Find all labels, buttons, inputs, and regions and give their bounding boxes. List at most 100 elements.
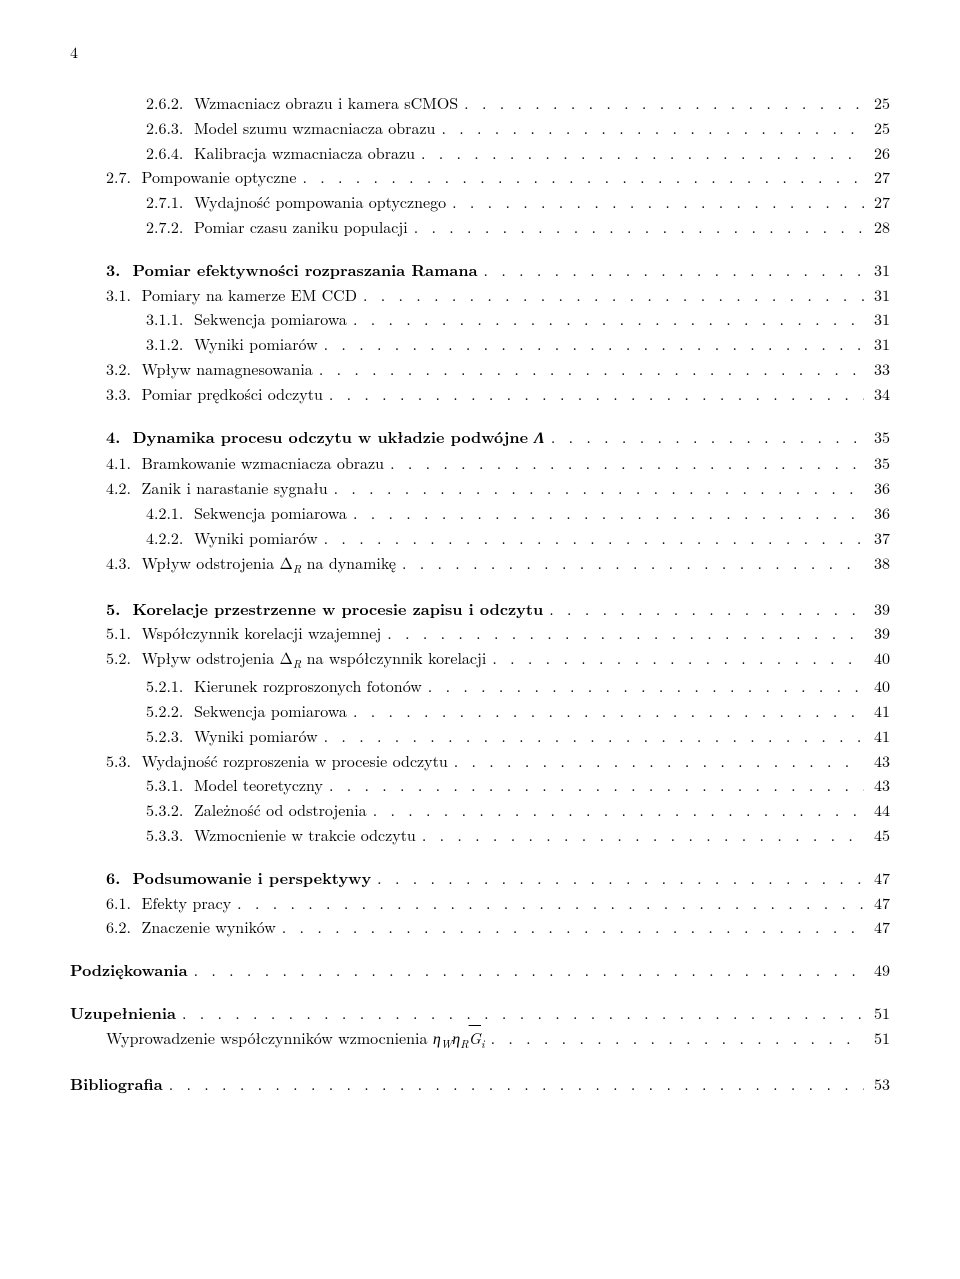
toc-entry-label: 3.1. Pomiary na kamerze EM CCD <box>106 283 357 308</box>
toc-block: 4. Dynamika procesu odczytu w układzie p… <box>70 425 890 579</box>
table-of-contents: 2.6.2. Wzmacniacz obrazu i kamera sCMOS2… <box>70 91 890 1097</box>
toc-entry-page: 47 <box>864 866 890 891</box>
toc-entry-label: 2.6.2. Wzmacniacz obrazu i kamera sCMOS <box>146 91 458 116</box>
toc-leader-dots <box>545 425 864 450</box>
toc-row: 2.6.4. Kalibracja wzmacniacza obrazu 26 <box>70 141 890 166</box>
toc-entry-page: 51 <box>864 1026 890 1051</box>
toc-entry-label: 5.2.2. Sekwencja pomiarowa <box>146 699 347 724</box>
toc-entry-page: 25 <box>864 116 890 141</box>
toc-leader-dots <box>357 283 864 308</box>
toc-row: 5.3.3. Wzmocnienie w trakcie odczytu 45 <box>70 823 890 848</box>
toc-row: Bibliografia 53 <box>70 1072 890 1097</box>
toc-row: 5.1. Współczynnik korelacji wzajemnej39 <box>70 621 890 646</box>
toc-entry-label: 5.3.3. Wzmocnienie w trakcie odczytu <box>146 823 416 848</box>
toc-entry-page: 31 <box>864 258 890 283</box>
toc-leader-dots <box>371 866 864 891</box>
toc-leader-dots <box>231 891 864 916</box>
toc-entry-label: 3.1.1. Sekwencja pomiarowa <box>146 307 347 332</box>
toc-leader-dots <box>458 91 864 116</box>
toc-entry-page: 25 <box>864 91 890 116</box>
toc-entry-page: 45 <box>864 823 890 848</box>
toc-leader-dots <box>347 307 864 332</box>
toc-entry-label: 5.2.1. Kierunek rozproszonych fotonów <box>146 674 422 699</box>
toc-row: 3. Pomiar efektywności rozpraszania Rama… <box>70 258 890 283</box>
toc-row: 5.2.2. Sekwencja pomiarowa41 <box>70 699 890 724</box>
toc-row: 3.2. Wpływ namagnesowania33 <box>70 357 890 382</box>
toc-leader-dots <box>396 551 864 576</box>
toc-leader-dots <box>318 526 864 551</box>
toc-entry-label: Wyprowadzenie współczynników wzmocnienia… <box>106 1026 485 1054</box>
toc-block: Bibliografia 53 <box>70 1072 890 1097</box>
toc-entry-label: 4.1. Bramkowanie wzmacniacza obrazu <box>106 451 384 476</box>
toc-leader-dots <box>478 258 864 283</box>
toc-leader-dots <box>446 190 864 215</box>
toc-row: 5.2. Wpływ odstrojenia ΔR na współczynni… <box>70 646 890 674</box>
toc-row: 6.2. Znaczenie wyników 47 <box>70 915 890 940</box>
toc-entry-page: 31 <box>864 283 890 308</box>
toc-entry-page: 34 <box>864 382 890 407</box>
toc-block: 6. Podsumowanie i perspektywy476.1. Efek… <box>70 866 890 940</box>
toc-entry-label: 3. Pomiar efektywności rozpraszania Rama… <box>106 258 478 283</box>
toc-entry-label: 4.2.1. Sekwencja pomiarowa <box>146 501 347 526</box>
toc-entry-page: 31 <box>864 332 890 357</box>
toc-entry-page: 40 <box>864 674 890 699</box>
toc-entry-page: 53 <box>864 1072 890 1097</box>
toc-leader-dots <box>318 332 864 357</box>
toc-block: 2.6.2. Wzmacniacz obrazu i kamera sCMOS2… <box>70 91 890 240</box>
toc-entry-page: 38 <box>864 551 890 576</box>
toc-entry-label: 6.1. Efekty pracy <box>106 891 231 916</box>
toc-row: 5.2.3. Wyniki pomiarów41 <box>70 724 890 749</box>
toc-leader-dots <box>188 958 864 983</box>
toc-entry-label: 2.6.3. Model szumu wzmacniacza obrazu <box>146 116 435 141</box>
toc-entry-page: 27 <box>864 165 890 190</box>
toc-leader-dots <box>384 451 864 476</box>
toc-leader-dots <box>448 749 864 774</box>
toc-row: 6.1. Efekty pracy47 <box>70 891 890 916</box>
toc-entry-label: 5.3.1. Model teoretyczny <box>146 773 323 798</box>
toc-entry-page: 35 <box>864 451 890 476</box>
toc-leader-dots <box>318 724 864 749</box>
toc-leader-dots <box>485 1026 864 1051</box>
toc-entry-page: 43 <box>864 773 890 798</box>
toc-row: 4.2. Zanik i narastanie sygnału36 <box>70 476 890 501</box>
toc-entry-page: 35 <box>864 425 890 450</box>
toc-row: 5.3.1. Model teoretyczny 43 <box>70 773 890 798</box>
toc-entry-label: 2.7.1. Wydajność pompowania optycznego <box>146 190 446 215</box>
toc-entry-label: 6.2. Znaczenie wyników <box>106 915 276 940</box>
toc-entry-label: Uzupełnienia <box>70 1001 176 1026</box>
toc-entry-page: 27 <box>864 190 890 215</box>
toc-entry-label: 5.3. Wydajność rozproszenia w procesie o… <box>106 749 448 774</box>
toc-row: 4. Dynamika procesu odczytu w układzie p… <box>70 425 890 452</box>
toc-row: 5.3. Wydajność rozproszenia w procesie o… <box>70 749 890 774</box>
toc-entry-label: 3.1.2. Wyniki pomiarów <box>146 332 318 357</box>
toc-entry-label: 2.7.2. Pomiar czasu zaniku populacji <box>146 215 408 240</box>
toc-row: 5.2.1. Kierunek rozproszonych fotonów 40 <box>70 674 890 699</box>
toc-block: Uzupełnienia 51 Wyprowadzenie współczynnik… <box>70 1001 890 1054</box>
toc-leader-dots <box>313 357 864 382</box>
toc-entry-page: 44 <box>864 798 890 823</box>
toc-entry-page: 47 <box>864 915 890 940</box>
toc-leader-dots <box>381 621 864 646</box>
toc-leader-dots <box>347 501 864 526</box>
toc-entry-page: 37 <box>864 526 890 551</box>
toc-row: 3.1.1. Sekwencja pomiarowa31 <box>70 307 890 332</box>
toc-entry-label: 4. Dynamika procesu odczytu w układzie p… <box>106 425 545 452</box>
toc-entry-label: 2.6.4. Kalibracja wzmacniacza obrazu <box>146 141 415 166</box>
toc-row: 4.3. Wpływ odstrojenia ΔR na dynamikę38 <box>70 551 890 579</box>
toc-entry-label: 4.2.2. Wyniki pomiarów <box>146 526 318 551</box>
toc-entry-label: 3.3. Pomiar prędkości odczytu <box>106 382 323 407</box>
toc-entry-page: 39 <box>864 597 890 622</box>
toc-entry-label: Bibliografia <box>70 1072 163 1097</box>
toc-row: Podziękowania49 <box>70 958 890 983</box>
toc-row: 3.1.2. Wyniki pomiarów 31 <box>70 332 890 357</box>
toc-row: 4.2.1. Sekwencja pomiarowa36 <box>70 501 890 526</box>
toc-entry-page: 28 <box>864 215 890 240</box>
toc-leader-dots <box>408 215 864 240</box>
toc-leader-dots <box>416 823 864 848</box>
toc-entry-page: 40 <box>864 646 890 671</box>
toc-entry-page: 41 <box>864 724 890 749</box>
toc-row: 2.6.3. Model szumu wzmacniacza obrazu 25 <box>70 116 890 141</box>
toc-entry-label: 5.2. Wpływ odstrojenia ΔR na współczynni… <box>106 646 486 674</box>
toc-entry-page: 26 <box>864 141 890 166</box>
toc-row: 6. Podsumowanie i perspektywy47 <box>70 866 890 891</box>
